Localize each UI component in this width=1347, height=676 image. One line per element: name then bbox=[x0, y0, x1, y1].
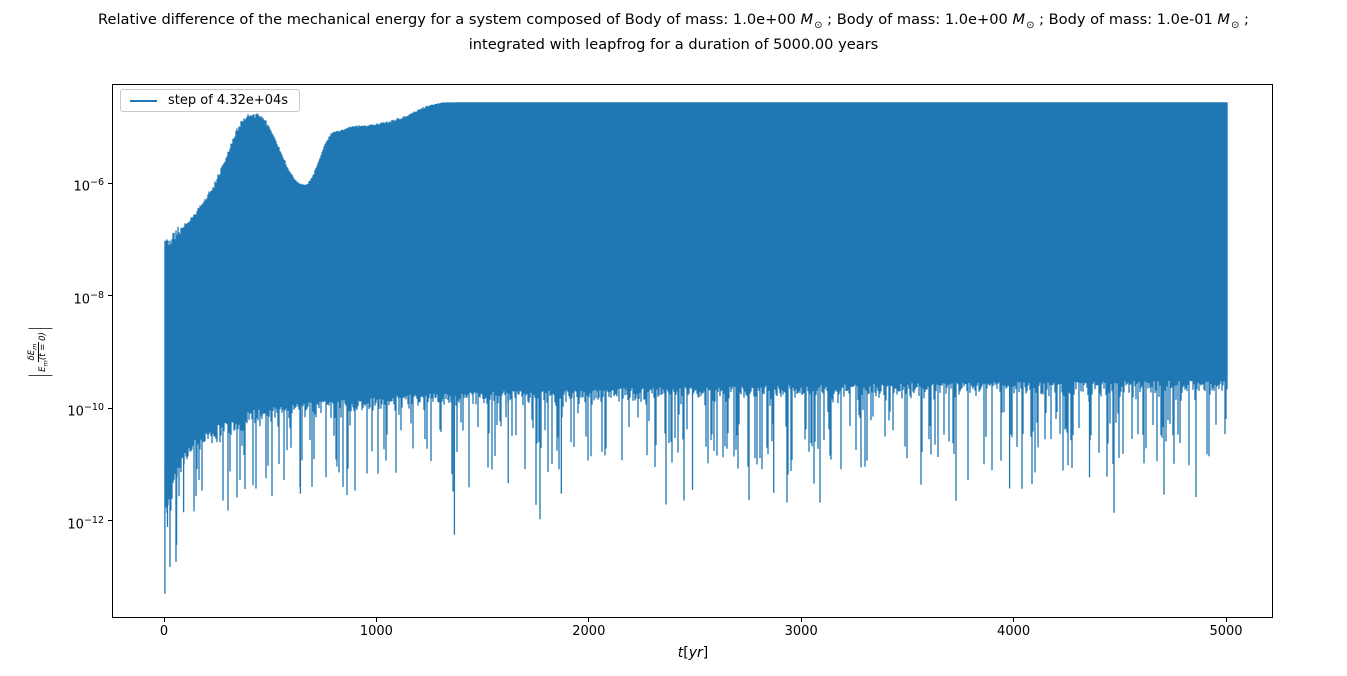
x-tickmark bbox=[588, 618, 590, 622]
chart-title-line2: integrated with leapfrog for a duration … bbox=[468, 36, 879, 53]
x-tickmark bbox=[375, 618, 377, 622]
y-tick-label-1e-10: 10−10 bbox=[67, 402, 104, 420]
y-tickmark bbox=[108, 295, 112, 296]
y-tickmark bbox=[108, 407, 112, 409]
legend-label: step of 4.32e+04s bbox=[168, 93, 289, 108]
legend: step of 4.32e+04s bbox=[120, 89, 301, 112]
x-tick-label-1000: 1000 bbox=[359, 624, 393, 639]
y-tick-label-1e-6: 10−6 bbox=[73, 177, 104, 195]
y-tick-label-1e-8: 10−8 bbox=[73, 289, 104, 307]
abs-bar: | bbox=[23, 325, 53, 332]
solar-mass-symbol: ⊙ bbox=[1231, 19, 1240, 31]
x-axis-label: t[yr] bbox=[677, 645, 709, 661]
abs-bar: | bbox=[23, 372, 53, 379]
energy-error-series bbox=[164, 102, 1228, 594]
x-tick-label-3000: 3000 bbox=[784, 624, 818, 639]
solar-mass-symbol: ⊙ bbox=[814, 19, 823, 31]
y-tickmark bbox=[108, 520, 112, 521]
solar-mass-symbol: ⊙ bbox=[1026, 19, 1035, 31]
x-tickmark bbox=[163, 618, 165, 622]
x-tickmark bbox=[800, 618, 802, 622]
x-tick-label-2000: 2000 bbox=[572, 624, 606, 639]
x-tickmark bbox=[1225, 618, 1227, 622]
y-tickmark bbox=[108, 182, 112, 184]
chart-title: Relative difference of the mechanical en… bbox=[0, 7, 1347, 57]
x-tick-label-5000: 5000 bbox=[1209, 624, 1243, 639]
x-tick-label-4000: 4000 bbox=[997, 624, 1031, 639]
plot-area: step of 4.32e+04s bbox=[112, 84, 1273, 618]
x-tick-label-0: 0 bbox=[159, 624, 169, 639]
y-tick-label-1e-12: 10−12 bbox=[67, 514, 104, 532]
chart-title-line1: Relative difference of the mechanical en… bbox=[98, 11, 1249, 31]
ylabel-fraction: δEm Em(t = 0) bbox=[26, 332, 50, 372]
legend-line-sample bbox=[130, 99, 157, 102]
plot-svg bbox=[164, 102, 1228, 594]
y-axis-label: | δEm Em(t = 0) | bbox=[23, 320, 53, 384]
x-tickmark bbox=[1013, 618, 1015, 622]
